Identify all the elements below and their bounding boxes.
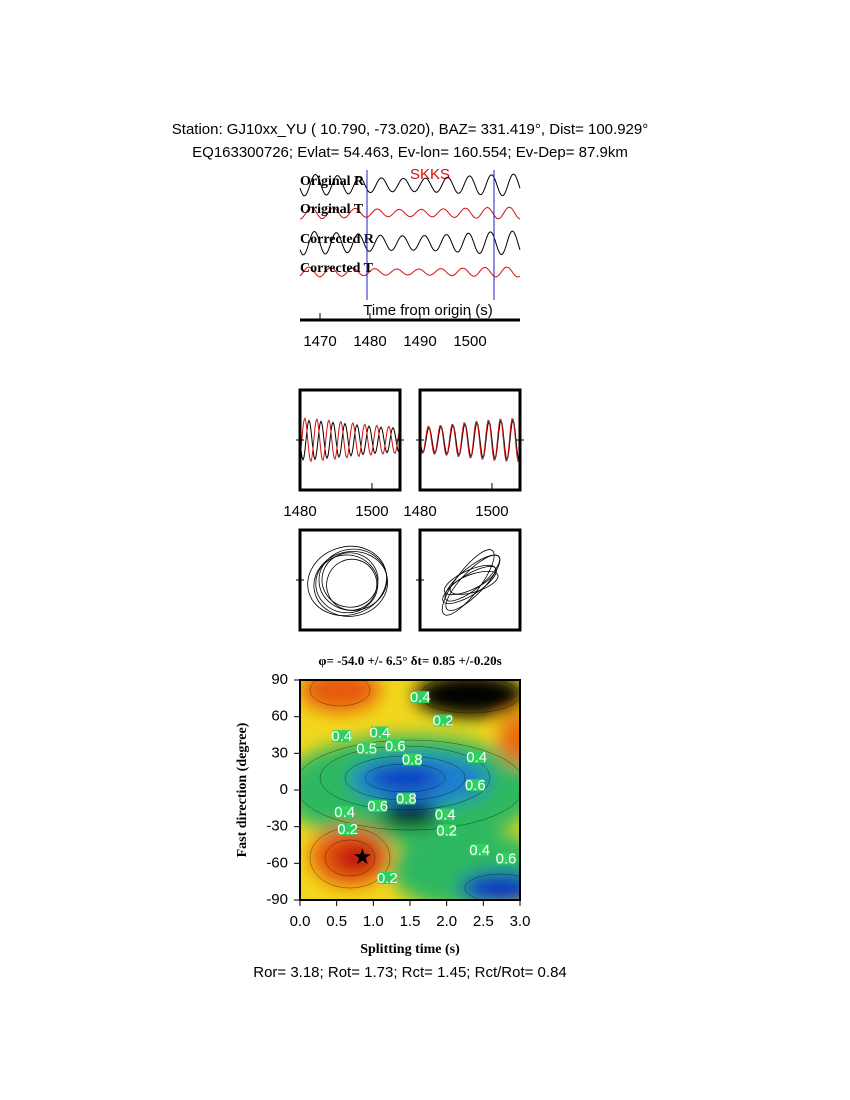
- y-tick-label: 90: [271, 671, 288, 688]
- y-axis-label: Fast direction (degree): [235, 722, 250, 857]
- contour-label: 0.4: [370, 725, 391, 742]
- waveform: [299, 266, 521, 278]
- label-box: [436, 808, 455, 821]
- x-tick-label: 0.5: [326, 913, 347, 930]
- y-tick-label: -90: [266, 891, 288, 908]
- x-tick-label: 1500: [453, 333, 486, 350]
- x-tick-label: 1470: [303, 333, 336, 350]
- label-box: [335, 806, 354, 818]
- contour-label: 0.6: [385, 738, 406, 755]
- label-box: [378, 872, 397, 884]
- panel: [300, 417, 400, 463]
- label-box: [332, 730, 351, 743]
- contour-label: 0.4: [334, 804, 355, 821]
- orbit: [443, 564, 497, 596]
- panel: [420, 418, 520, 463]
- waveform: [300, 417, 400, 463]
- grid-title: φ= -54.0 +/- 6.5° δt= 0.85 +/-0.20s: [318, 653, 501, 668]
- x-tick-label: 2.5: [473, 913, 494, 930]
- contour-label: 0.6: [496, 850, 517, 867]
- x-tick-label: 2.0: [436, 913, 457, 930]
- label-box: [338, 823, 357, 836]
- waveform: [299, 206, 521, 220]
- y-tick-label: 0: [280, 781, 288, 798]
- contour-label: 0.8: [396, 791, 417, 808]
- x-tick-label: 1480: [353, 333, 386, 350]
- header-line: EQ163300726; Evlat= 54.463, Ev-lon= 160.…: [192, 144, 628, 161]
- x-tick-label: 1500: [355, 503, 388, 520]
- x-axis-label: Splitting time (s): [360, 942, 460, 957]
- y-tick-label: -30: [266, 818, 288, 835]
- particle-motion: [441, 549, 501, 616]
- contour-label: 0.4: [435, 806, 456, 823]
- label-box: [466, 779, 485, 792]
- y-tick-label: 60: [271, 708, 288, 725]
- frame: [418, 388, 522, 492]
- orbit: [449, 570, 499, 595]
- x-tick-label: 1490: [403, 333, 436, 350]
- contour-label: 0.5: [356, 740, 377, 757]
- x-tick-label: 3.0: [510, 913, 531, 930]
- label-box: [467, 751, 486, 763]
- best-fit-star: ★: [352, 844, 372, 869]
- contour-label: 0.4: [331, 728, 352, 745]
- y-tick-label: 30: [271, 744, 288, 761]
- waveform: [299, 173, 521, 197]
- waveform: [300, 419, 400, 462]
- label-box: [470, 843, 489, 856]
- label-box: [403, 753, 422, 766]
- contour-label: 0.2: [377, 870, 398, 887]
- trace-label: Original T: [300, 202, 364, 217]
- label-box: [386, 740, 405, 752]
- x-tick-label: 0.0: [290, 913, 311, 930]
- label-box: [434, 714, 452, 727]
- phase-label: SKKS: [410, 166, 450, 183]
- x-tick-label: 1.0: [363, 913, 384, 930]
- x-tick-label: 1.5: [400, 913, 421, 930]
- x-tick-label: 1500: [475, 503, 508, 520]
- contour-label: 0.6: [465, 777, 486, 794]
- particle-motion: [307, 545, 389, 617]
- label-box: [437, 824, 456, 837]
- label-box: [368, 799, 387, 812]
- contour-label: 0.6: [367, 798, 388, 815]
- contour-label: 0.4: [410, 689, 431, 706]
- orbit: [321, 552, 379, 608]
- label-box: [397, 792, 416, 805]
- orbit: [442, 566, 497, 604]
- x-tick-label: 1480: [403, 503, 436, 520]
- trace-label: Corrected R: [300, 232, 375, 247]
- contour-label: 0.2: [337, 821, 358, 838]
- footer: Ror= 3.18; Rot= 1.73; Rct= 1.45; Rct/Rot…: [253, 964, 567, 981]
- label-box: [497, 852, 516, 865]
- contour-label: 0.2: [433, 712, 454, 729]
- x-axis-label: Time from origin (s): [363, 302, 492, 319]
- trace-label: Corrected T: [300, 261, 374, 276]
- label-box: [357, 742, 376, 755]
- label-box: [370, 726, 389, 739]
- frame: [418, 528, 522, 632]
- trace-label: Original R: [300, 174, 365, 189]
- contour-label: 0.2: [436, 822, 457, 839]
- contour-label: 0.8: [402, 751, 423, 768]
- label-box: [411, 691, 430, 704]
- waveform: [420, 418, 520, 463]
- orbit: [326, 558, 378, 611]
- contour-label: 0.4: [469, 842, 490, 859]
- waveform: [299, 230, 521, 256]
- x-tick-label: 1480: [283, 503, 316, 520]
- contour-label: 0.4: [466, 749, 487, 766]
- header-line: Station: GJ10xx_YU ( 10.790, -73.020), B…: [172, 121, 648, 138]
- y-tick-label: -60: [266, 854, 288, 871]
